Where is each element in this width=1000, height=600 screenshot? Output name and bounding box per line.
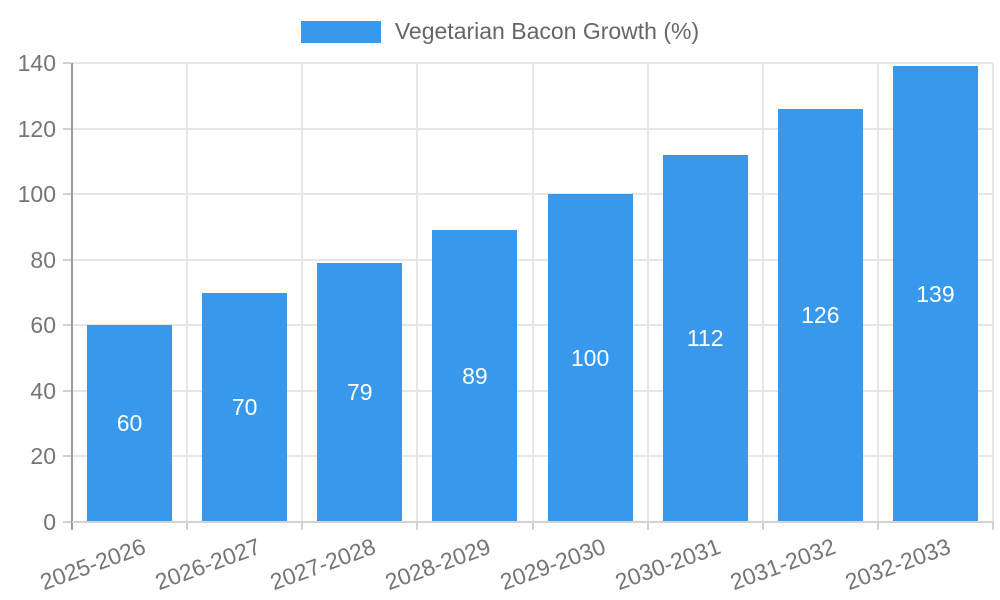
x-axis-tick	[301, 522, 304, 530]
plot-area: 60 70 79 89 100 112 126 139	[72, 62, 994, 522]
bar-value-label: 112	[686, 324, 724, 351]
y-axis-tick-label: 140	[17, 50, 56, 76]
x-axis-tick	[876, 522, 879, 530]
bar-value-label: 126	[801, 301, 840, 328]
y-axis-tick	[63, 62, 71, 64]
y-axis-tick-label: 0	[43, 509, 56, 535]
bar-value-label: 139	[916, 280, 955, 307]
bar-value-label: 70	[231, 393, 258, 420]
y-axis-tick-label: 60	[30, 312, 56, 339]
x-axis-tick	[646, 522, 649, 530]
y-axis-tick-label: 120	[17, 115, 56, 142]
legend-swatch	[300, 20, 381, 43]
bar[interactable]: 126	[777, 108, 863, 522]
y-axis-tick-label: 100	[17, 181, 56, 208]
x-grid-line	[646, 63, 649, 522]
y-axis-tick	[63, 324, 71, 327]
bar[interactable]: 100	[547, 194, 633, 522]
y-axis-tick	[63, 258, 71, 261]
y-axis-tick-label: 40	[30, 377, 56, 404]
bar[interactable]: 60	[87, 325, 173, 522]
y-axis-tick	[63, 389, 71, 392]
x-axis-tick	[992, 522, 994, 530]
x-axis-tick	[416, 522, 419, 530]
x-grid-line	[761, 63, 764, 522]
legend-series-label: Vegetarian Bacon Growth (%)	[394, 18, 700, 44]
chart-legend[interactable]: Vegetarian Bacon Growth (%)	[0, 18, 1000, 45]
bar[interactable]: 112	[662, 154, 748, 522]
y-axis-line	[71, 63, 73, 530]
x-axis-tick	[186, 522, 189, 530]
y-axis-tick	[63, 521, 71, 523]
bar-value-label: 60	[116, 410, 143, 437]
bar[interactable]: 70	[202, 292, 288, 522]
x-axis-tick	[531, 522, 534, 530]
bar-value-label: 89	[462, 362, 488, 389]
bar[interactable]: 79	[317, 263, 403, 522]
bar-value-label: 100	[570, 344, 610, 371]
x-grid-line	[301, 63, 304, 522]
x-grid-line	[186, 63, 189, 522]
y-axis-tick	[63, 127, 71, 130]
x-grid-line	[876, 63, 879, 522]
y-axis-tick-label: 80	[30, 246, 56, 273]
y-axis-tick	[63, 193, 71, 196]
x-axis-tick	[761, 522, 764, 530]
bar[interactable]: 89	[432, 230, 518, 522]
bar-value-label: 79	[347, 379, 373, 405]
y-axis-tick-label: 20	[30, 443, 56, 470]
y-axis-tick	[63, 455, 71, 458]
bar[interactable]: 139	[892, 66, 978, 522]
x-grid-line	[416, 63, 419, 522]
x-grid-line	[531, 63, 534, 522]
x-grid-line	[992, 63, 994, 522]
